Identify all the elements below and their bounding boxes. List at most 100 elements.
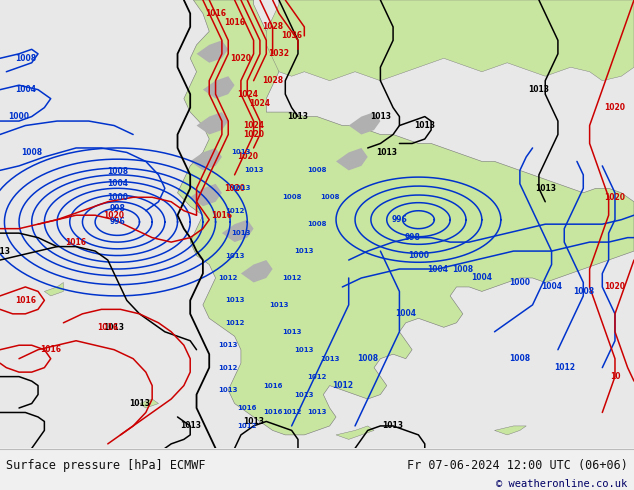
- Polygon shape: [190, 148, 222, 171]
- Text: 1012: 1012: [282, 275, 301, 281]
- Text: 1004: 1004: [427, 265, 448, 273]
- Text: 1013: 1013: [295, 392, 314, 397]
- Text: 1032: 1032: [268, 49, 290, 58]
- Text: 1012: 1012: [282, 410, 301, 416]
- Text: 1012: 1012: [219, 275, 238, 281]
- Text: 998: 998: [109, 204, 126, 213]
- Polygon shape: [178, 0, 634, 435]
- Polygon shape: [203, 76, 235, 98]
- Text: 996: 996: [110, 218, 125, 226]
- Text: 1004: 1004: [107, 179, 128, 188]
- Text: 1036: 1036: [281, 31, 302, 40]
- Polygon shape: [241, 260, 273, 282]
- Text: 1024: 1024: [249, 98, 271, 108]
- Text: 1013: 1013: [129, 399, 150, 408]
- Polygon shape: [197, 40, 228, 63]
- Text: 1013: 1013: [219, 342, 238, 348]
- Polygon shape: [197, 112, 228, 135]
- Text: 1016: 1016: [263, 383, 282, 389]
- Text: 1012: 1012: [307, 373, 327, 380]
- Text: 1016: 1016: [238, 405, 257, 411]
- Text: 1016: 1016: [40, 345, 61, 354]
- Text: 996: 996: [392, 215, 407, 224]
- Text: 1013: 1013: [382, 421, 404, 430]
- Text: 1013: 1013: [179, 421, 201, 430]
- Text: 1008: 1008: [452, 265, 474, 273]
- Text: 1004: 1004: [15, 85, 36, 94]
- Text: 10: 10: [610, 372, 620, 381]
- Text: 1013: 1013: [287, 112, 309, 121]
- Text: 1016: 1016: [97, 323, 119, 332]
- Text: 1004: 1004: [395, 309, 417, 318]
- Text: 1013: 1013: [282, 329, 301, 335]
- Text: 1020: 1020: [604, 282, 626, 292]
- Text: 1013: 1013: [534, 184, 556, 193]
- Text: 1020: 1020: [604, 103, 626, 112]
- Text: 1016: 1016: [15, 296, 36, 305]
- Text: 1013: 1013: [103, 323, 125, 332]
- Polygon shape: [336, 148, 368, 171]
- Text: 1008: 1008: [21, 148, 42, 157]
- Text: 1013: 1013: [231, 230, 250, 236]
- Text: 1012: 1012: [553, 363, 575, 372]
- Text: 1013: 1013: [414, 121, 436, 130]
- Text: 1000: 1000: [509, 278, 531, 287]
- Text: 1020: 1020: [224, 184, 245, 193]
- Polygon shape: [190, 184, 222, 206]
- Text: 1012: 1012: [238, 423, 257, 429]
- Text: 1020: 1020: [236, 152, 258, 161]
- Polygon shape: [44, 282, 63, 296]
- Text: 1016: 1016: [205, 9, 226, 18]
- Text: Surface pressure [hPa] ECMWF: Surface pressure [hPa] ECMWF: [6, 459, 206, 471]
- Polygon shape: [139, 399, 158, 408]
- Text: 1016: 1016: [65, 238, 87, 246]
- Text: 1012: 1012: [332, 381, 353, 390]
- Text: 1020: 1020: [103, 211, 125, 220]
- Text: 1004: 1004: [471, 273, 493, 282]
- Polygon shape: [266, 0, 634, 81]
- Text: 1013: 1013: [528, 85, 550, 94]
- Text: 1013: 1013: [269, 302, 288, 308]
- Text: 1013: 1013: [243, 417, 264, 426]
- Polygon shape: [336, 426, 374, 440]
- Text: 1028: 1028: [262, 23, 283, 31]
- Text: 1013: 1013: [370, 112, 391, 121]
- Text: 1024: 1024: [236, 90, 258, 98]
- Text: 1013: 1013: [231, 185, 250, 191]
- Text: 1013: 1013: [307, 410, 327, 416]
- Text: 1008: 1008: [573, 287, 594, 296]
- Text: 1008: 1008: [320, 194, 339, 200]
- Text: 1008: 1008: [307, 168, 327, 173]
- Text: 1012: 1012: [219, 365, 238, 370]
- Polygon shape: [495, 426, 526, 435]
- Text: 1008: 1008: [107, 167, 128, 176]
- Text: 1013: 1013: [225, 297, 244, 303]
- Text: 1000: 1000: [408, 251, 429, 260]
- Polygon shape: [222, 220, 254, 242]
- Text: Fr 07-06-2024 12:00 UTC (06+06): Fr 07-06-2024 12:00 UTC (06+06): [407, 459, 628, 471]
- Text: 1013: 1013: [295, 248, 314, 254]
- Text: 1008: 1008: [509, 354, 531, 363]
- Text: 1024: 1024: [243, 121, 264, 130]
- Text: 1016: 1016: [224, 18, 245, 27]
- Text: 1013: 1013: [320, 356, 339, 362]
- Text: 1013: 1013: [219, 387, 238, 393]
- Text: 1013: 1013: [376, 148, 398, 157]
- Text: 1020: 1020: [230, 54, 252, 63]
- Text: 1020: 1020: [243, 130, 264, 139]
- Polygon shape: [349, 112, 380, 135]
- Text: 1008: 1008: [282, 194, 301, 200]
- Text: 1016: 1016: [211, 211, 233, 220]
- Text: 1008: 1008: [307, 221, 327, 227]
- Text: 1000: 1000: [107, 193, 128, 202]
- Text: 1012: 1012: [225, 320, 244, 326]
- Text: 1020: 1020: [604, 193, 626, 202]
- Text: 1013: 1013: [244, 168, 263, 173]
- Text: © weatheronline.co.uk: © weatheronline.co.uk: [496, 479, 628, 489]
- Text: 1013: 1013: [225, 252, 244, 259]
- Text: 1004: 1004: [541, 282, 562, 292]
- Text: 1013: 1013: [231, 149, 250, 155]
- Text: 1013: 1013: [0, 246, 11, 256]
- Text: 1008: 1008: [357, 354, 378, 363]
- Text: 1012: 1012: [225, 208, 244, 214]
